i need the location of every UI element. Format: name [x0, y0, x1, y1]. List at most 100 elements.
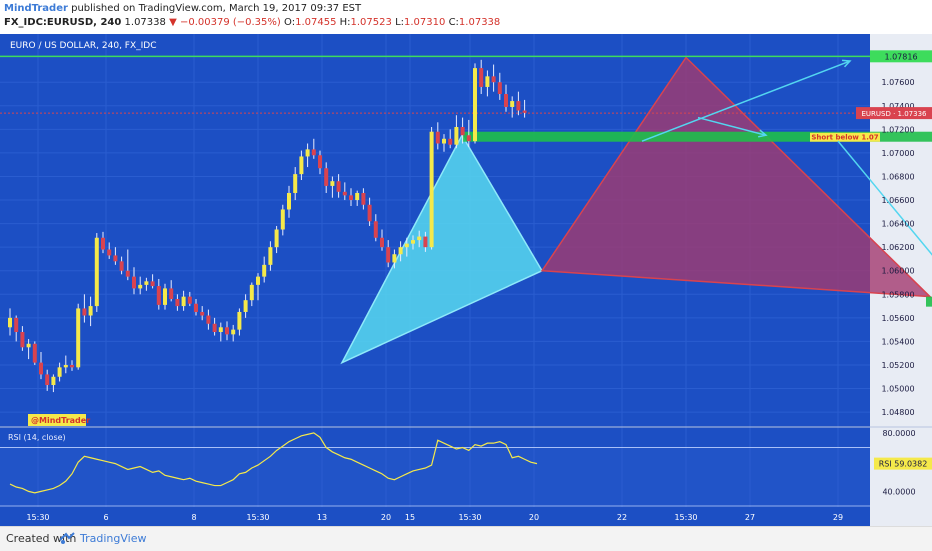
candle-body — [380, 237, 384, 248]
candle-body — [231, 329, 236, 335]
rsi-tick-label: 80.0000 — [882, 429, 915, 438]
header: MindTrader published on TradingView.com,… — [0, 0, 932, 34]
candle-body — [20, 331, 25, 348]
low-label: L: — [395, 17, 405, 28]
candle-body — [14, 317, 19, 332]
candle-body — [473, 68, 477, 142]
candle-body — [113, 255, 118, 262]
high-value: 1.07523 — [350, 17, 392, 28]
rsi-value-label: RSI 59.0382 — [879, 460, 928, 469]
candle-body — [132, 276, 136, 289]
footer: Created with TradingView — [0, 526, 932, 551]
candle-body — [63, 364, 68, 368]
candle-body — [218, 327, 223, 332]
candle-body — [274, 229, 279, 248]
resistance-price-label: 1.07816 — [884, 52, 917, 61]
candle-body — [454, 127, 459, 145]
candle-body — [417, 236, 422, 241]
candle-body — [429, 131, 434, 248]
time-tick-label: 13 — [317, 513, 327, 522]
projection-arrow — [697, 116, 767, 136]
time-tick-label: 8 — [191, 513, 196, 522]
candle-body — [404, 243, 409, 248]
candle-body — [268, 247, 273, 265]
candle-body — [163, 288, 167, 305]
candle-body — [206, 315, 211, 324]
candle-body — [479, 68, 484, 87]
tradingview-logo-icon[interactable] — [58, 531, 76, 545]
candle-body — [175, 299, 180, 307]
rsi-value-tag — [874, 457, 932, 470]
time-tick-label: 29 — [833, 513, 843, 522]
candle-body — [280, 209, 285, 230]
open-label: O: — [284, 17, 296, 28]
author-link[interactable]: MindTrader — [4, 3, 68, 14]
last-price-label: EURUSD · 1.07336 — [862, 110, 928, 118]
projection-arrow — [641, 60, 851, 142]
candle-body — [8, 317, 12, 328]
open-value: 1.07455 — [295, 17, 337, 28]
candle-body — [466, 135, 471, 142]
candle-body — [324, 168, 329, 186]
candle-body — [150, 281, 155, 287]
candle-body — [101, 237, 105, 250]
candles — [8, 59, 527, 393]
close-value: 1.07338 — [458, 17, 501, 28]
candle-body — [497, 82, 502, 95]
candle-body — [138, 284, 143, 289]
candle-body — [125, 270, 130, 277]
price-tick-label: 1.06600 — [881, 196, 914, 205]
time-tick-label: 15:30 — [26, 513, 49, 522]
time-tick-label: 15:30 — [246, 513, 269, 522]
candle-body — [237, 311, 242, 330]
candle-body — [169, 288, 174, 300]
candle-body — [398, 247, 403, 255]
candle-body — [94, 237, 99, 307]
high-label: H: — [339, 17, 351, 28]
candle-body — [491, 76, 496, 83]
publish-line: MindTrader published on TradingView.com,… — [4, 3, 361, 14]
candle-body — [330, 181, 335, 186]
candle-body — [336, 181, 341, 192]
time-tick-label: 20 — [381, 513, 391, 522]
candle-body — [45, 374, 50, 386]
arrow-head — [841, 59, 852, 68]
candle-body — [76, 308, 81, 368]
candle-body — [522, 110, 527, 113]
candle-body — [485, 76, 490, 87]
price-tick-label: 1.07200 — [881, 125, 914, 134]
candle-body — [194, 303, 198, 312]
tradingview-link[interactable]: TradingView — [80, 532, 147, 545]
candle-body — [442, 138, 446, 144]
candle-body — [200, 311, 205, 316]
close-label: C: — [448, 17, 459, 28]
candle-body — [293, 174, 298, 193]
short-zone — [462, 131, 932, 142]
candle-body — [460, 127, 465, 136]
time-tick-label: 15:30 — [458, 513, 481, 522]
time-tick-label: 20 — [529, 513, 539, 522]
candle-body — [57, 367, 62, 377]
time-tick-label: 15:30 — [674, 513, 697, 522]
symbol-label: FX_IDC:EURUSD, 240 — [4, 17, 122, 28]
candle-body — [26, 343, 31, 348]
price-change: ▼ −0.00379 (−0.35%) — [169, 17, 281, 28]
published-text: published on TradingView.com, March 19, … — [71, 3, 362, 14]
candle-body — [144, 281, 149, 285]
candle-body — [435, 131, 440, 144]
candle-body — [361, 192, 366, 205]
time-tick-label: 22 — [617, 513, 627, 522]
candle-body — [318, 155, 322, 169]
candle-body — [423, 236, 428, 248]
price-tick-label: 1.06200 — [881, 243, 914, 252]
candle-body — [243, 300, 248, 312]
price-tick-label: 1.05600 — [881, 314, 914, 323]
red-pattern-triangle — [540, 56, 932, 298]
short-zone-label: Short below 1.07 — [811, 134, 878, 142]
arrow-head — [758, 129, 768, 138]
resistance-price-tag — [870, 50, 932, 63]
chart-area[interactable]: Short below 1.07Target 1.0575 1.076001.0… — [0, 34, 932, 526]
candle-body — [311, 149, 316, 156]
time-axis-panel[interactable] — [0, 507, 870, 526]
last-price-tag — [856, 107, 932, 120]
